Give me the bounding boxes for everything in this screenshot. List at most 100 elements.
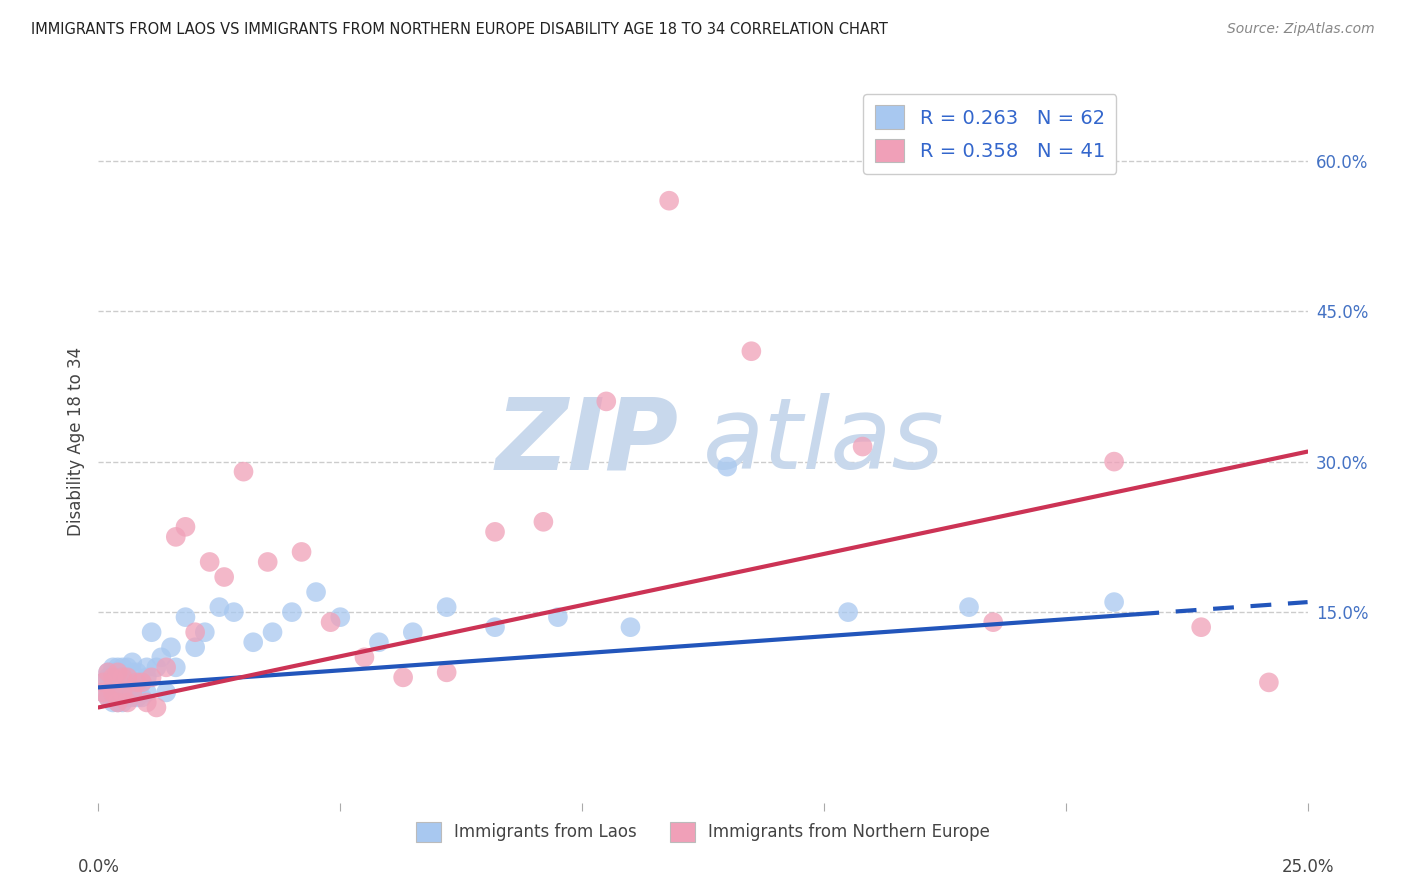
Point — [392, 670, 415, 684]
Point — [111, 660, 134, 674]
Point — [91, 675, 114, 690]
Point — [155, 685, 177, 699]
Point — [121, 655, 143, 669]
Point — [194, 625, 217, 640]
Point — [141, 670, 163, 684]
Point — [135, 685, 157, 699]
Point — [101, 685, 124, 699]
Point — [97, 670, 120, 684]
Point — [1257, 675, 1279, 690]
Point — [101, 660, 124, 674]
Point — [837, 605, 859, 619]
Point — [547, 610, 569, 624]
Point — [436, 665, 458, 680]
Point — [484, 524, 506, 539]
Point — [981, 615, 1004, 630]
Point — [111, 685, 134, 699]
Point — [184, 625, 207, 640]
Text: IMMIGRANTS FROM LAOS VS IMMIGRANTS FROM NORTHERN EUROPE DISABILITY AGE 18 TO 34 : IMMIGRANTS FROM LAOS VS IMMIGRANTS FROM … — [31, 22, 887, 37]
Point — [256, 555, 278, 569]
Point — [97, 690, 120, 705]
Point — [232, 465, 254, 479]
Point — [165, 660, 187, 674]
Text: 0.0%: 0.0% — [77, 858, 120, 876]
Point — [111, 670, 134, 684]
Point — [131, 675, 153, 690]
Point — [101, 670, 124, 684]
Point — [107, 665, 129, 680]
Point — [101, 696, 124, 710]
Point — [121, 681, 143, 695]
Point — [111, 670, 134, 684]
Text: 25.0%: 25.0% — [1281, 858, 1334, 876]
Point — [97, 681, 120, 695]
Point — [165, 530, 187, 544]
Legend: Immigrants from Laos, Immigrants from Northern Europe: Immigrants from Laos, Immigrants from No… — [409, 815, 997, 848]
Point — [135, 660, 157, 674]
Point — [107, 696, 129, 710]
Point — [174, 520, 197, 534]
Point — [97, 665, 120, 680]
Point — [305, 585, 328, 599]
Point — [117, 690, 139, 705]
Point — [436, 600, 458, 615]
Text: ZIP: ZIP — [496, 393, 679, 490]
Point — [353, 650, 375, 665]
Point — [135, 696, 157, 710]
Point — [402, 625, 425, 640]
Point — [91, 685, 114, 699]
Point — [141, 625, 163, 640]
Point — [368, 635, 391, 649]
Point — [329, 610, 352, 624]
Point — [198, 555, 221, 569]
Point — [131, 675, 153, 690]
Point — [107, 670, 129, 684]
Point — [145, 700, 167, 714]
Point — [957, 600, 980, 615]
Point — [127, 690, 149, 705]
Point — [107, 660, 129, 674]
Point — [242, 635, 264, 649]
Point — [1189, 620, 1212, 634]
Point — [222, 605, 245, 619]
Point — [531, 515, 554, 529]
Point — [160, 640, 183, 655]
Point — [101, 675, 124, 690]
Point — [619, 620, 641, 634]
Point — [91, 685, 114, 699]
Point — [127, 665, 149, 680]
Point — [117, 696, 139, 710]
Point — [1102, 595, 1125, 609]
Point — [131, 690, 153, 705]
Point — [145, 660, 167, 674]
Text: atlas: atlas — [703, 393, 945, 490]
Point — [208, 600, 231, 615]
Point — [117, 660, 139, 674]
Point — [127, 675, 149, 690]
Point — [121, 690, 143, 705]
Point — [117, 670, 139, 684]
Point — [101, 665, 124, 680]
Point — [281, 605, 304, 619]
Point — [595, 394, 617, 409]
Point — [716, 459, 738, 474]
Point — [319, 615, 342, 630]
Point — [111, 696, 134, 710]
Point — [107, 681, 129, 695]
Point — [174, 610, 197, 624]
Point — [155, 660, 177, 674]
Point — [107, 696, 129, 710]
Point — [127, 675, 149, 690]
Y-axis label: Disability Age 18 to 34: Disability Age 18 to 34 — [66, 347, 84, 536]
Point — [97, 665, 120, 680]
Point — [121, 665, 143, 680]
Point — [97, 690, 120, 705]
Point — [740, 344, 762, 359]
Point — [101, 685, 124, 699]
Point — [290, 545, 312, 559]
Point — [212, 570, 235, 584]
Point — [121, 685, 143, 699]
Point — [111, 685, 134, 699]
Point — [1102, 455, 1125, 469]
Point — [484, 620, 506, 634]
